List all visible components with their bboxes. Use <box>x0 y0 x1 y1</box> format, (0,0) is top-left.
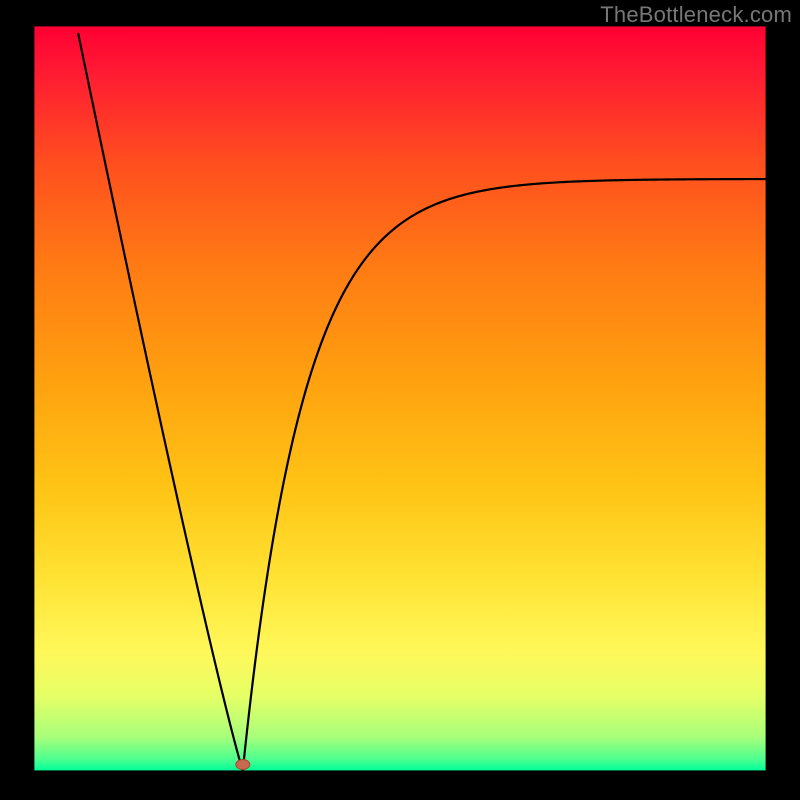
vertex-marker <box>236 759 250 769</box>
watermark-text: TheBottleneck.com <box>600 2 792 28</box>
bottleneck-chart <box>0 0 800 800</box>
plot-area <box>34 26 765 770</box>
chart-container: TheBottleneck.com <box>0 0 800 800</box>
